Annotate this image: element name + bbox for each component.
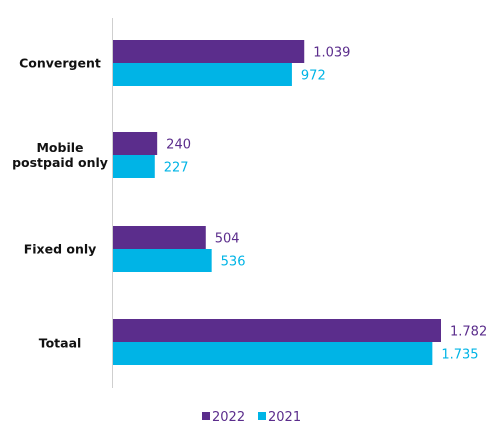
legend-swatch-2021	[258, 412, 266, 420]
legend-swatch-2022	[202, 412, 210, 420]
bar-2021-3	[113, 342, 433, 365]
bar-2022-0	[113, 40, 305, 63]
value-label-2022-3: 1.782	[450, 325, 487, 340]
value-label-2022-1: 240	[166, 138, 191, 153]
legend-label-2022: 2022	[212, 410, 245, 425]
legend-label-2021: 2021	[268, 410, 301, 425]
category-label-3-0: Totaal	[39, 336, 82, 351]
category-label-2-0: Fixed only	[24, 242, 97, 257]
value-label-2022-2: 504	[215, 232, 240, 247]
category-label-0-0: Convergent	[19, 56, 101, 71]
value-label-2021-2: 536	[221, 255, 246, 270]
bars-group	[113, 40, 441, 365]
bar-2022-3	[113, 319, 441, 342]
bar-2021-1	[113, 155, 155, 178]
value-label-2022-0: 1.039	[313, 46, 350, 61]
bar-2021-2	[113, 249, 212, 272]
bar-2022-1	[113, 132, 158, 155]
legend: 2022 2021	[202, 410, 301, 425]
bar-2021-0	[113, 63, 292, 86]
bar-2022-2	[113, 226, 206, 249]
category-label-1-1: postpaid only	[12, 155, 108, 170]
value-label-2021-1: 227	[164, 161, 189, 176]
value-label-2021-0: 972	[301, 69, 326, 84]
category-label-1-0: Mobile	[36, 140, 83, 155]
value-label-2021-3: 1.735	[441, 348, 478, 363]
value-labels: 1.039 972 240 227 504 536 1.782 1.735	[164, 46, 487, 363]
